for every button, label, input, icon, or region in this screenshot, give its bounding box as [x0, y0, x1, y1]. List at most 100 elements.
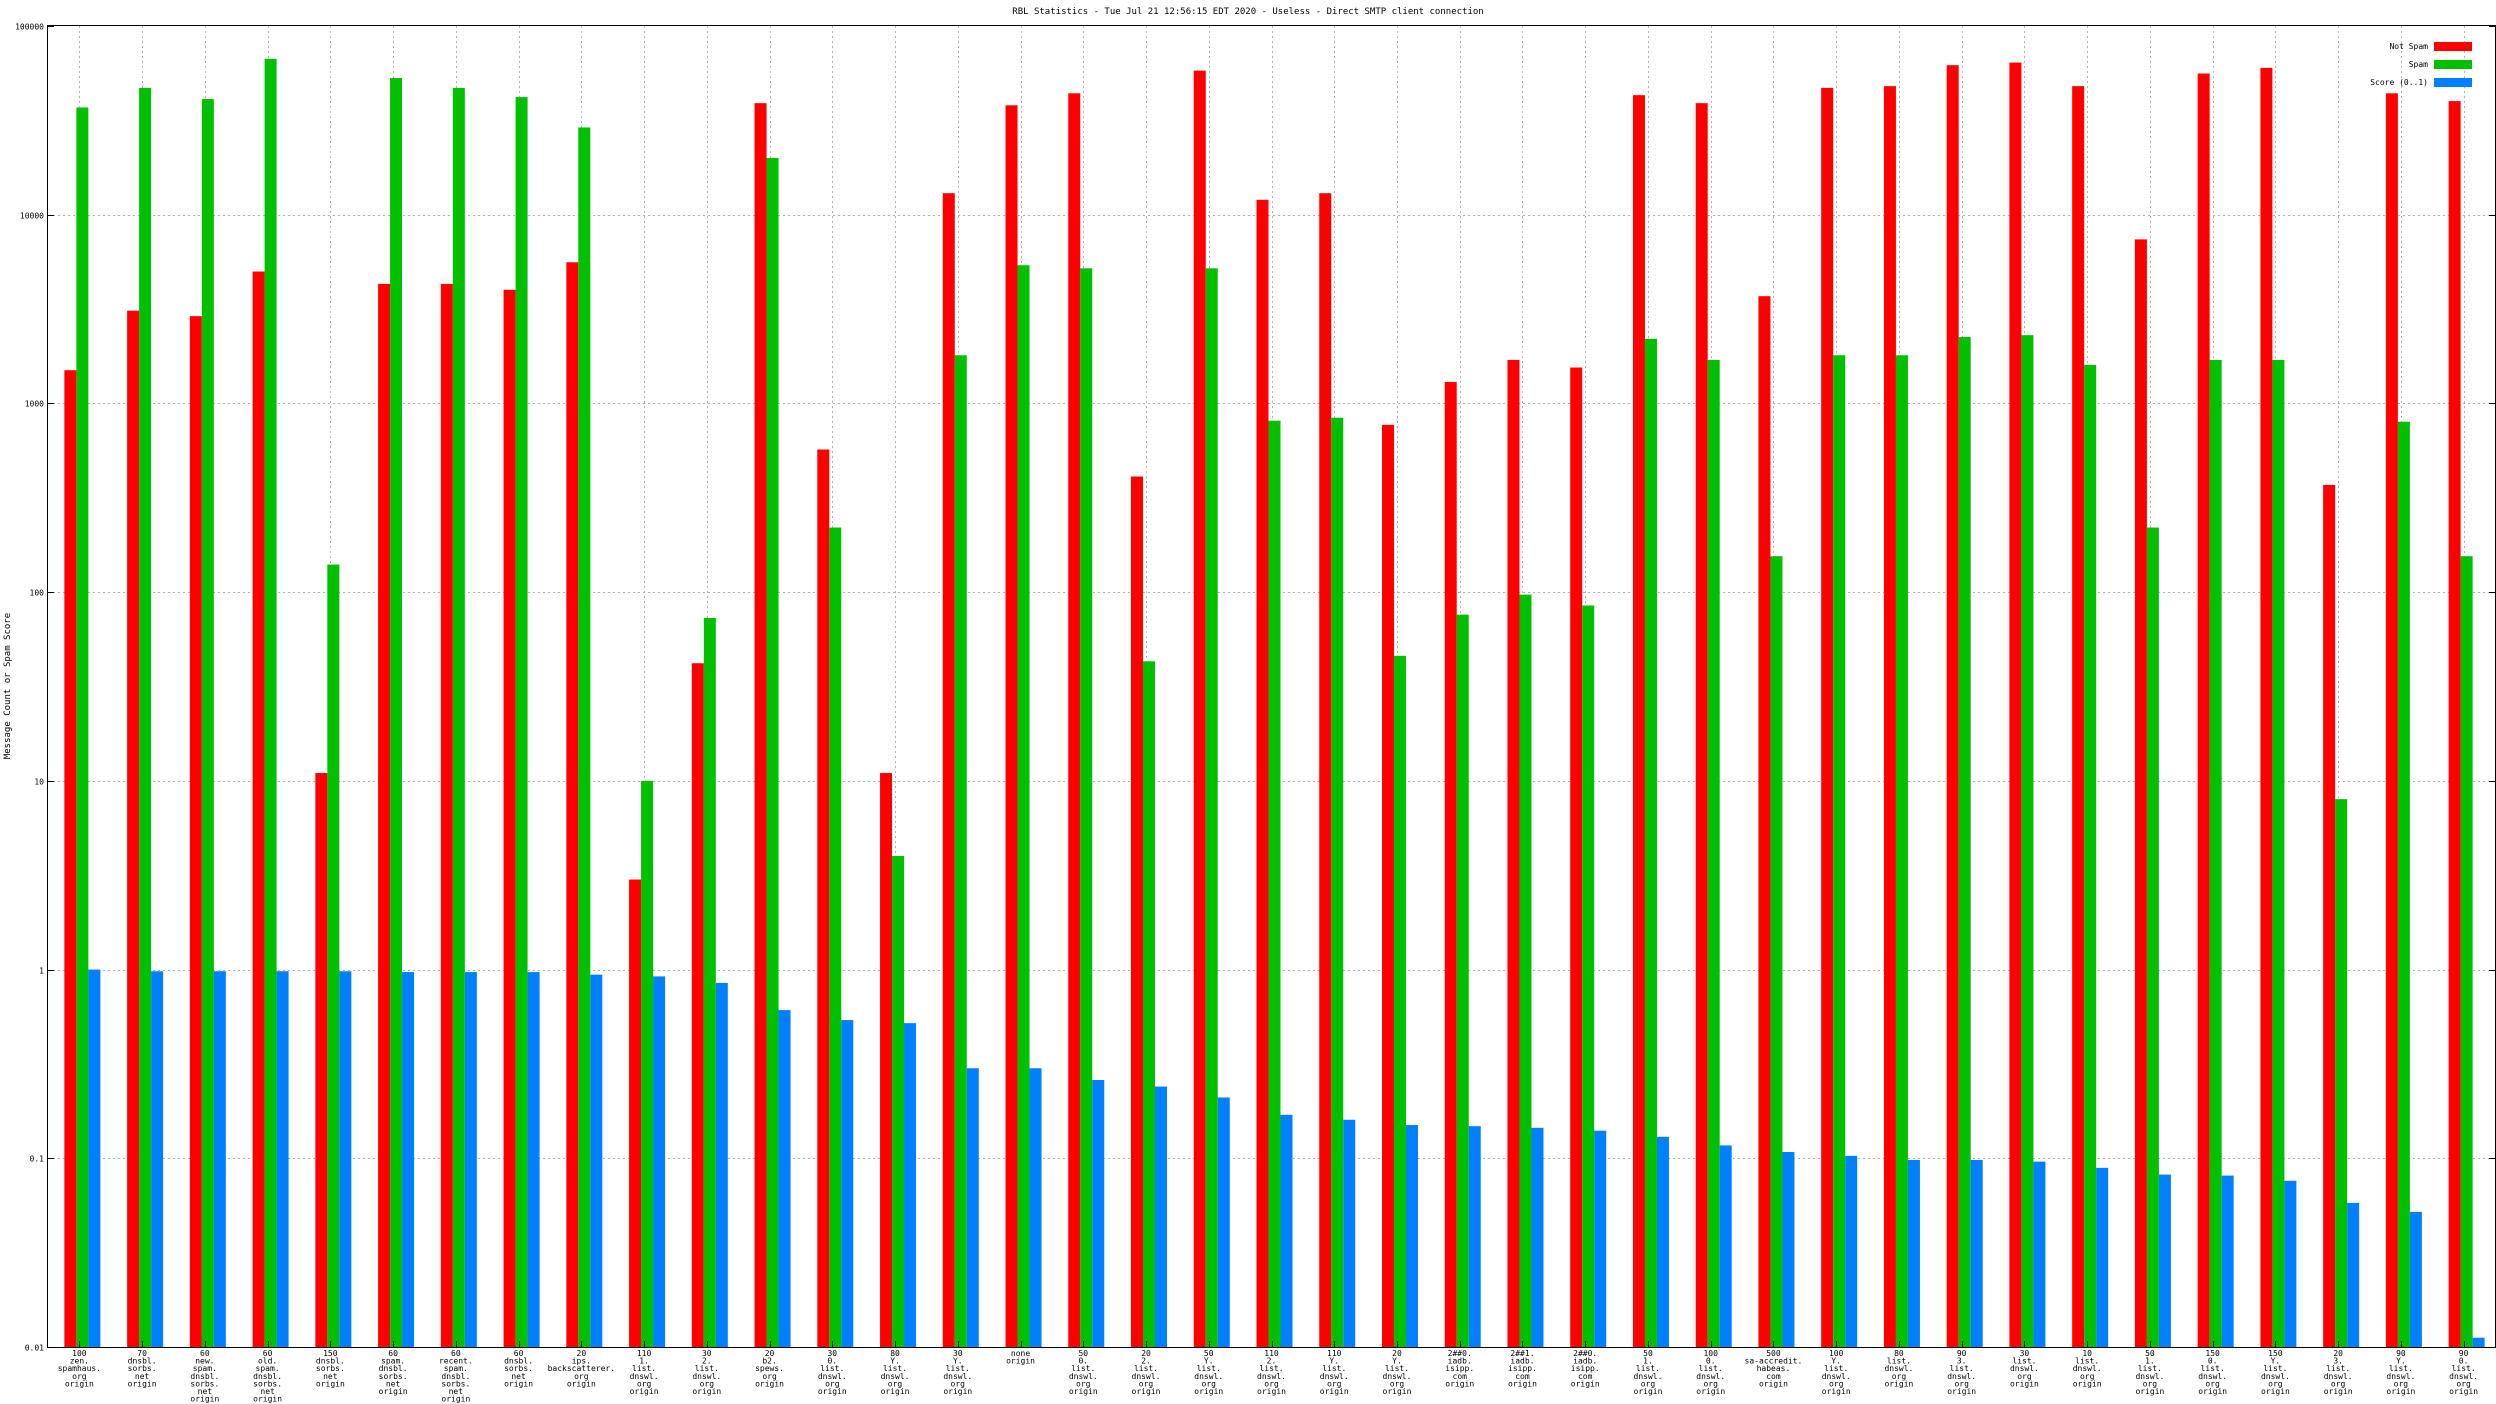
legend-label: Score (0..1) [2370, 78, 2428, 87]
x-tick-label-line: origin [504, 1379, 533, 1388]
x-tick-label: 110 Y. list. dnswl. org origin [1320, 1349, 1349, 1396]
bar-spam [766, 157, 779, 1347]
x-tick-label-line: list. [1071, 1364, 1095, 1373]
bar-not-spam [1068, 93, 1081, 1348]
bar-not-spam [629, 879, 642, 1347]
x-tick-label: 80 Y. list. dnswl. org origin [881, 1349, 910, 1396]
bar-score [715, 982, 728, 1347]
x-tick-label-line: org [574, 1372, 589, 1381]
x-tick-label-line: 20 [1392, 1349, 1402, 1358]
legend-swatch [2434, 42, 2472, 51]
x-tick-label-line: 100 [1703, 1349, 1718, 1358]
x-tick-label-line: 60 [263, 1349, 273, 1358]
x-tick-label-line: origin [2073, 1379, 2102, 1388]
x-tick-label-line: list. [2263, 1364, 2287, 1373]
bar-not-spam [1193, 70, 1206, 1347]
x-tick-label-line: list. [1824, 1364, 1848, 1373]
x-tick-label-line: 50 [1643, 1349, 1653, 1358]
x-tick-label: 90 Y. list. dnswl. org origin [2386, 1349, 2415, 1396]
x-tick-label: 50 1. list. dnswl. org origin [1634, 1349, 1663, 1396]
x-tick-label-line: org [1892, 1372, 1907, 1381]
bar-score [1343, 1119, 1356, 1347]
x-tick-label-line: b2. [762, 1357, 776, 1366]
x-tick-label-line: spam. [381, 1357, 405, 1366]
x-tick-label: 90 0. list. dnswl. org origin [2449, 1349, 2478, 1396]
chart-title: RBL Statistics - Tue Jul 21 12:56:15 EDT… [1012, 7, 1483, 17]
x-tick-label-line: origin [2386, 1387, 2415, 1396]
x-tick-label-line: list. [1950, 1364, 1974, 1373]
x-tick-label-line: org [72, 1372, 87, 1381]
x-tick-label-line: Y. [953, 1357, 963, 1366]
x-tick-label-line: dnswl. [2073, 1364, 2102, 1373]
bar-score [966, 1068, 979, 1347]
x-tick-label-line: dnsbl. [379, 1364, 408, 1373]
x-tick-label-line: list. [695, 1364, 719, 1373]
x-tick-label-line: dnsbl. [253, 1372, 282, 1381]
x-tick-label-line: backscatterer. [548, 1364, 615, 1373]
bar-not-spam [1381, 424, 1394, 1348]
bar-not-spam [754, 103, 767, 1347]
x-tick-label-line: dnswl. [943, 1372, 972, 1381]
bar-not-spam [1444, 381, 1457, 1347]
x-tick-label-line: list. [2452, 1364, 2476, 1373]
x-tick-label-line: 80 [890, 1349, 900, 1358]
bar-score [2347, 1202, 2360, 1347]
bar-score [527, 972, 540, 1347]
bar-score [1907, 1159, 1920, 1347]
x-tick-label-line: 90 [2459, 1349, 2469, 1358]
bar-spam [2272, 359, 2285, 1347]
bar-not-spam [1256, 199, 1269, 1348]
x-tick-label-line: dnsbl. [316, 1357, 345, 1366]
x-tick-label-line: iadb. [1448, 1357, 1472, 1366]
bar-score [402, 972, 415, 1347]
x-tick-label: 110 1. list. dnswl. org origin [630, 1349, 659, 1396]
legend-swatch [2434, 78, 2472, 87]
x-tick-label-line: 20 [765, 1349, 775, 1358]
x-tick-label-line: origin [2198, 1387, 2227, 1396]
bar-not-spam [942, 193, 955, 1347]
x-tick-label-line: spam. [256, 1364, 280, 1373]
legend-label: Spam [2409, 60, 2428, 69]
bar-spam [1268, 420, 1281, 1348]
bar-score [2221, 1175, 2234, 1347]
x-tick-label-line: spews. [755, 1364, 784, 1373]
x-tick-label-line: dnswl. [2449, 1372, 2478, 1381]
x-tick-label: 30 0. list. dnswl. org origin [818, 1349, 847, 1396]
x-tick-label-line: 2##1. [1510, 1349, 1534, 1358]
x-tick-label: 30 Y. list. dnswl. org origin [943, 1349, 972, 1396]
bar-score [276, 971, 289, 1347]
x-tick-label-line: org [2205, 1379, 2220, 1388]
x-tick-label-line: isipp. [1445, 1364, 1474, 1373]
x-tick-label-line: dnswl. [630, 1372, 659, 1381]
bar-score [1468, 1126, 1481, 1347]
x-tick-label-line: 20 [1141, 1349, 1151, 1358]
x-tick-label-line: dnswl. [2324, 1372, 2353, 1381]
x-tick-label-line: list. [1699, 1364, 1723, 1373]
x-tick-label-line: origin [943, 1387, 972, 1396]
x-tick-label-line: 2##0. [1573, 1349, 1597, 1358]
x-tick-label-line: 20 [577, 1349, 587, 1358]
legend-swatch [2434, 60, 2472, 69]
x-tick-label-line: 1. [1643, 1357, 1653, 1366]
x-tick-label-line: 0. [1078, 1357, 1088, 1366]
x-tick-label-line: recent. [439, 1357, 473, 1366]
x-tick-label-line: list. [2138, 1364, 2162, 1373]
x-tick-label: 60 dnsbl. sorbs. net origin [504, 1349, 533, 1388]
bar-not-spam [1005, 105, 1018, 1348]
x-tick-label: 30 list. dnswl. org origin [2010, 1349, 2039, 1388]
x-tick-label-line: 2. [702, 1357, 712, 1366]
x-tick-label: 60 recent. spam. dnsbl. sorbs. net origin [439, 1349, 473, 1404]
x-tick-label-line: origin [2010, 1379, 2039, 1388]
x-tick-label-line: origin [65, 1379, 94, 1388]
legend-label: Not Spam [2389, 42, 2428, 51]
x-tick-label-line: Y. [890, 1357, 900, 1366]
x-tick-label: 2##0. iadb. isipp. com origin [1445, 1349, 1474, 1388]
bar-score [1970, 1159, 1983, 1347]
bar-spam [1519, 594, 1532, 1347]
bar-score [590, 974, 603, 1347]
bar-score [1782, 1151, 1795, 1347]
x-tick-label-line: spam. [444, 1364, 468, 1373]
x-tick-label-line: list. [632, 1364, 656, 1373]
x-tick-label-line: org [1139, 1379, 1154, 1388]
x-tick-label-line: 50 [2145, 1349, 2155, 1358]
